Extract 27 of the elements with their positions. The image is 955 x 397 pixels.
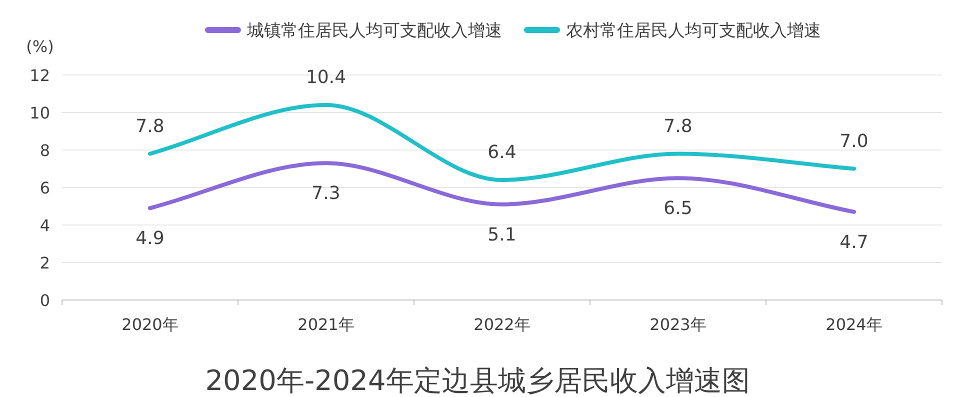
x-tick-label: 2022年	[474, 315, 530, 334]
y-tick-label: 6	[40, 178, 50, 198]
legend-label: 农村常住居民人均可支配收入增速	[566, 21, 821, 41]
data-label: 7.8	[136, 116, 164, 137]
x-tick-label: 2021年	[298, 315, 354, 334]
data-label: 7.8	[664, 116, 692, 137]
x-tick-label: 2020年	[122, 315, 178, 334]
y-tick-label: 12	[30, 66, 50, 85]
x-tick-label: 2024年	[826, 315, 882, 334]
data-label: 6.5	[664, 198, 692, 220]
data-label: 7.0	[840, 130, 868, 152]
y-tick-label: 0	[40, 291, 50, 310]
legend-label: 城镇常住居民人均可支配收入增速	[246, 21, 502, 41]
y-tick-label: 2	[40, 254, 50, 272]
text: 2020年-2024年定边县城乡居民收入增速图	[205, 364, 750, 397]
data-label: 7.3	[312, 183, 340, 204]
line-series	[148, 161, 856, 214]
y-tick-label: 4	[40, 216, 50, 235]
x-tick-label: 2023年	[650, 315, 706, 334]
data-label: 4.7	[840, 232, 868, 253]
data-label: 6.4	[488, 142, 516, 163]
y-tick-label: 8	[40, 141, 50, 160]
y-tick-label: 10	[30, 104, 50, 122]
data-label: 4.9	[136, 228, 164, 250]
data-label: 10.4	[306, 67, 346, 88]
data-label: 5.1	[488, 224, 516, 246]
y-axis-title: (%)	[26, 37, 54, 56]
